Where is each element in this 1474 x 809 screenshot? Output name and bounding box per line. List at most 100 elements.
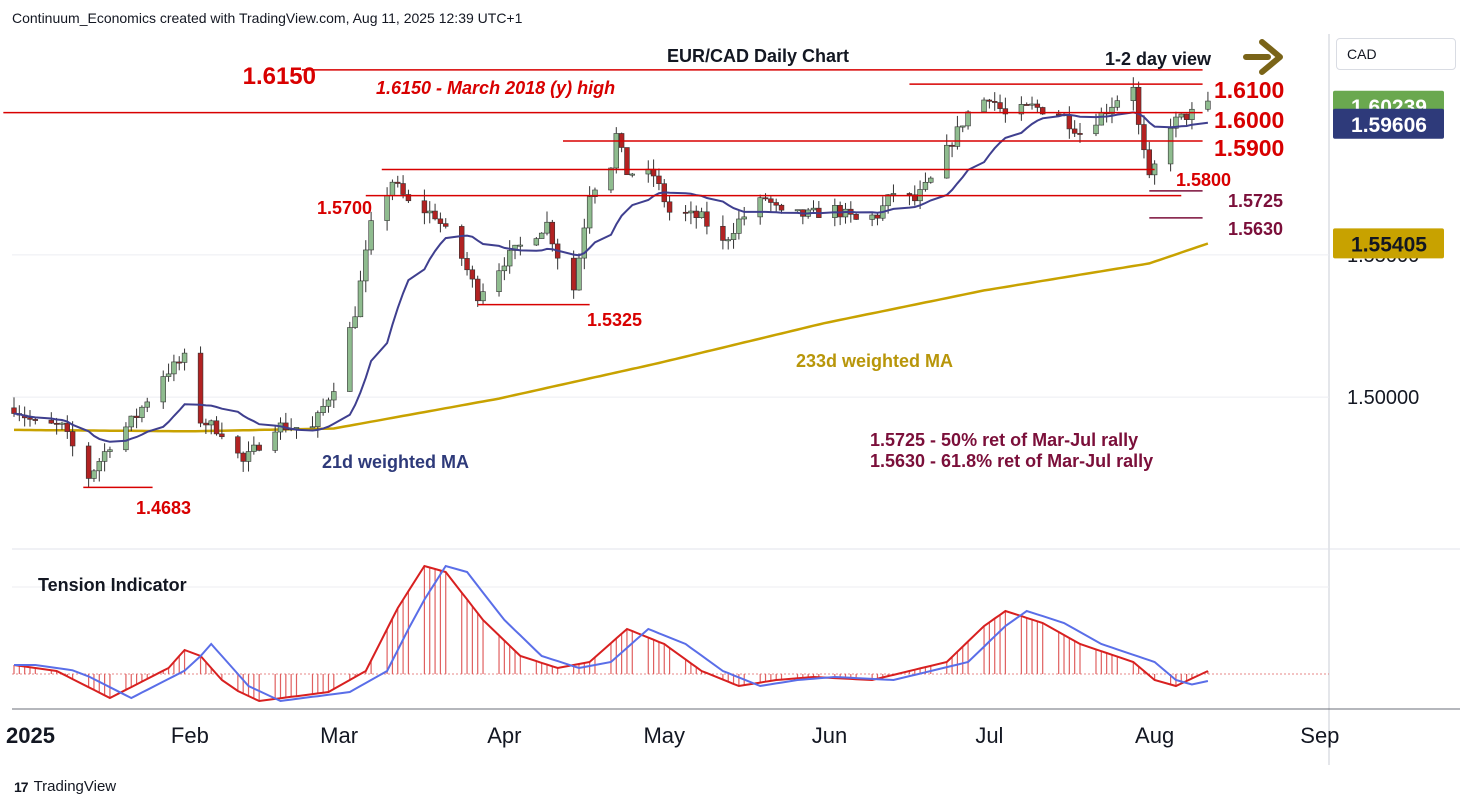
candle-body (725, 239, 731, 242)
candle-body (160, 376, 166, 403)
candle-body (144, 401, 150, 408)
tradingview-logo-icon: 17 (14, 778, 29, 795)
candle-body (586, 196, 593, 229)
candle-body (139, 406, 145, 418)
candle-body (251, 444, 257, 452)
currency-selector[interactable]: CAD (1336, 38, 1456, 70)
candle-body (768, 198, 774, 203)
candle-body (213, 420, 220, 435)
candle-body (906, 193, 913, 196)
candle-body (1002, 108, 1009, 115)
x-tick-label-Feb: Feb (171, 723, 209, 748)
candle-body (624, 147, 630, 176)
candle-body (730, 233, 737, 240)
candle-body (960, 125, 966, 128)
candle-body (208, 420, 214, 426)
candle-body (1141, 124, 1147, 151)
annotation-ma233: 233d weighted MA (796, 351, 953, 371)
candle-body (331, 391, 337, 401)
candle-body (576, 257, 582, 291)
price-badge-label: 1.55405 (1351, 233, 1427, 256)
chart-title: EUR/CAD Daily Chart (667, 46, 849, 66)
candle-body (309, 426, 316, 429)
candle-body (1034, 103, 1041, 108)
candle-body (128, 415, 134, 428)
candle-body (1146, 149, 1152, 176)
candle-body (549, 221, 556, 245)
candle-body (613, 133, 619, 169)
candle-body (944, 144, 950, 179)
candle-body (245, 451, 252, 462)
price-tick-label: 1.50000 (1347, 387, 1419, 409)
level-label-1.5325: 1.5325 (587, 310, 642, 330)
candle-body (794, 209, 801, 212)
candle-body (778, 204, 785, 211)
candle-body (363, 249, 369, 282)
candle-body (1178, 113, 1184, 118)
candle-body (219, 433, 225, 438)
candle-body (698, 211, 705, 219)
candle-body (986, 99, 993, 102)
candle-body (741, 216, 747, 220)
candle-body (1098, 112, 1105, 126)
candle-body (320, 405, 326, 413)
candle-body (1167, 127, 1174, 165)
candle-body (443, 223, 449, 227)
candle-body (666, 201, 673, 213)
candle-body (395, 181, 401, 184)
candle-body (133, 415, 140, 418)
annotation-fib-618: 1.5630 - 61.8% ret of Mar-Jul rally (870, 451, 1153, 471)
candle-body (101, 451, 108, 462)
tension-signal-line (14, 564, 1209, 703)
candle-body (1077, 133, 1083, 135)
candle-body (123, 426, 129, 451)
candle-body (405, 194, 412, 202)
candle-body (981, 99, 987, 113)
candle-body (1189, 108, 1195, 120)
candle-body (965, 111, 971, 127)
candle-body (437, 218, 444, 224)
candle-body (1205, 100, 1211, 110)
candle-body (581, 227, 588, 259)
candle-body (11, 407, 17, 414)
candle-body (1024, 104, 1030, 106)
candle-body (272, 431, 278, 451)
candle-body (544, 221, 550, 234)
candle-body (165, 373, 172, 377)
candle-body (91, 470, 97, 479)
candle-body (427, 210, 433, 214)
x-tick-label-Jun: Jun (812, 723, 847, 748)
candle-body (107, 449, 113, 452)
candle-body (475, 278, 481, 302)
candle-body (656, 175, 662, 184)
candle-body (1071, 128, 1078, 134)
candle-body (368, 220, 374, 251)
candle-body (197, 352, 204, 424)
candle-body (997, 102, 1003, 109)
candle-body (464, 258, 470, 271)
candle-body (720, 225, 726, 241)
annotation-fib-50: 1.5725 - 50% ret of Mar-Jul rally (870, 430, 1138, 450)
x-tick-label-Apr: Apr (487, 723, 521, 748)
candle-body (421, 200, 428, 214)
annotation-ma21: 21d weighted MA (322, 452, 469, 472)
candle-body (517, 244, 524, 247)
price-badge (1333, 228, 1444, 259)
candle-body (469, 269, 476, 280)
candle-body (533, 238, 540, 246)
candle-body (256, 444, 262, 451)
view-arrow-icon (1243, 39, 1283, 75)
candle-body (890, 193, 897, 195)
candle-body (357, 280, 364, 318)
candle-body (32, 419, 39, 421)
candle-body (757, 197, 763, 218)
candle-body (922, 181, 929, 190)
candle-body (1135, 86, 1142, 125)
candle-body (181, 352, 188, 363)
x-tick-label-Jul: Jul (975, 723, 1003, 748)
candle-body (315, 412, 321, 428)
tension-line (13, 564, 1209, 703)
ma233-line (14, 242, 1209, 433)
view-label: 1-2 day view (1105, 49, 1212, 69)
candle-body (736, 218, 742, 234)
